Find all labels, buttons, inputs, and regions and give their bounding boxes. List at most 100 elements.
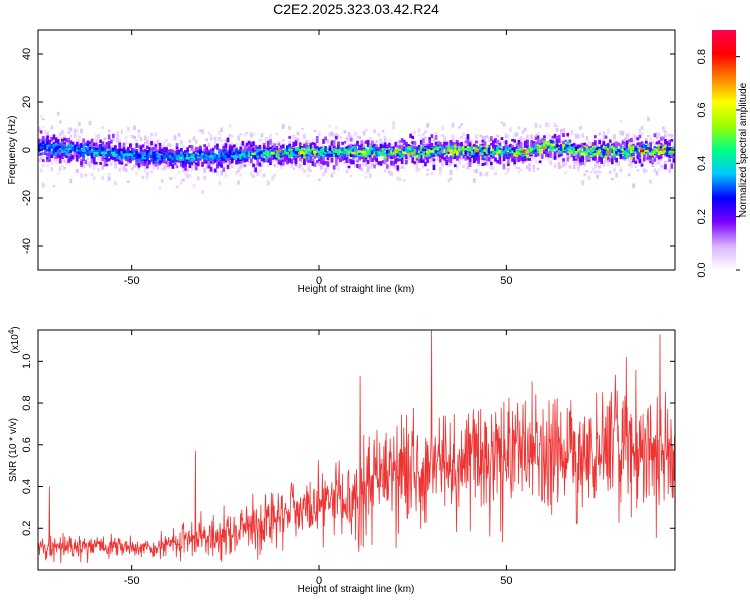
spectrogram-cell xyxy=(102,151,108,154)
spectrogram-cell xyxy=(640,125,644,130)
spectrogram-cell xyxy=(218,159,221,163)
spectrogram-cell xyxy=(339,141,342,146)
spectrogram-cell xyxy=(653,168,657,173)
spectrogram-cell xyxy=(632,157,635,163)
spectrogram-cell xyxy=(292,134,296,139)
spectrogram-cell xyxy=(621,140,625,145)
spectrogram-cell xyxy=(373,147,376,151)
spectrogram-cell xyxy=(604,146,608,150)
spectrogram-cell xyxy=(320,164,323,170)
spectrogram-cell xyxy=(562,128,565,132)
spectrogram-cell xyxy=(251,152,256,155)
spectrogram-cell xyxy=(286,148,289,152)
spectrogram-cell xyxy=(38,148,41,153)
spectrogram-cell xyxy=(407,144,410,148)
spectrogram-cell xyxy=(154,162,158,167)
spectrogram-cell xyxy=(443,157,446,161)
spectrogram-cell xyxy=(267,147,270,151)
spectrogram-cell xyxy=(445,150,449,155)
snr-xtick-label: -50 xyxy=(124,575,140,587)
spectrogram-cell xyxy=(177,154,181,159)
spectrogram-cell xyxy=(203,159,206,164)
spectrogram-cell xyxy=(256,154,260,158)
spectrogram-cell xyxy=(655,135,659,140)
spectrogram-cell xyxy=(177,160,181,163)
spectrogram-cell xyxy=(515,132,519,137)
spectrogram-cell xyxy=(574,160,578,166)
spectrogram-cell xyxy=(507,149,510,152)
spectrogram-cell xyxy=(254,156,257,160)
spectrogram-cell xyxy=(44,149,47,154)
spectrogram-cell xyxy=(61,141,64,145)
spectrogram-cell xyxy=(596,152,599,155)
spectrogram-cell xyxy=(271,146,274,150)
spectrogram-cell xyxy=(613,167,616,171)
spectrogram-cell xyxy=(625,140,629,145)
spectrogram-cell xyxy=(424,130,427,133)
spectrogram-cell xyxy=(165,164,168,169)
spectrogram-cell xyxy=(167,157,170,161)
spectrogram-cell xyxy=(103,145,107,150)
spectrogram-cell xyxy=(432,148,436,151)
spectrogram-cell xyxy=(494,157,497,162)
spectrogram-cell xyxy=(228,124,232,128)
spectrogram-cell xyxy=(199,150,202,154)
spectrogram-cell xyxy=(351,151,356,155)
snr-frame xyxy=(37,329,676,571)
spectrogram-cell xyxy=(216,160,219,164)
spectrogram-cell xyxy=(668,159,671,162)
spectrogram-cell xyxy=(428,159,432,163)
spectrogram-cell xyxy=(275,132,279,136)
spectrogram-cell xyxy=(560,150,563,154)
spectrogram-cell xyxy=(356,145,359,148)
spectrogram-cell xyxy=(275,157,279,160)
spectrogram-cell xyxy=(245,151,249,156)
spectrogram-cell xyxy=(80,128,83,133)
spectrogram-cell xyxy=(180,157,183,162)
spectrogram-cell xyxy=(135,157,139,162)
spectrogram-cell xyxy=(385,157,389,162)
spectrogram-cell xyxy=(473,144,476,149)
spectrogram-cell xyxy=(41,152,45,155)
spectrogram-cell xyxy=(52,157,56,161)
spectrogram-cell xyxy=(572,155,576,161)
spectrogram-cell xyxy=(318,178,321,181)
spectrogram-cell xyxy=(473,146,476,150)
spectrogram-cell xyxy=(298,149,302,153)
spectrogram-cell xyxy=(536,148,540,151)
spectrogram-cell xyxy=(281,152,285,155)
spectrogram-cell xyxy=(328,148,332,152)
colorbar-tick-label: 0.0 xyxy=(696,262,708,277)
spectrogram-cell xyxy=(220,163,223,168)
spectrogram-cell xyxy=(56,149,60,154)
spectrogram-cell xyxy=(481,145,485,149)
spectrogram-cell xyxy=(347,137,351,142)
spectrogram-cell xyxy=(666,150,669,154)
spectrogram-cell xyxy=(449,169,453,174)
spectrogram-cell xyxy=(430,147,434,151)
spectrogram-cell xyxy=(315,148,319,153)
spectrogram-cell xyxy=(451,145,455,151)
spectrogram-cell xyxy=(103,148,107,152)
spectrogram-cell xyxy=(124,135,128,141)
spectrogram-cell xyxy=(158,157,162,161)
spectrogram-cell xyxy=(264,140,268,145)
spectrogram-cell xyxy=(292,141,296,148)
spectrogram-cell xyxy=(368,149,372,153)
spectrogram-cell xyxy=(196,147,200,151)
spectrogram-cell xyxy=(485,144,489,148)
spectrogram-cell xyxy=(281,149,285,153)
spectrogram-cell xyxy=(328,132,332,137)
spectrogram-cell xyxy=(579,151,582,155)
spectrogram-cell xyxy=(169,157,172,162)
spectrogram-cell xyxy=(307,164,311,169)
spectrogram-cell xyxy=(628,148,631,152)
spectrogram-cell xyxy=(502,153,506,158)
snr-ytick-label: 0.2 xyxy=(21,521,33,536)
spectrogram-cell xyxy=(349,135,353,140)
spectrogram-cell xyxy=(407,157,410,160)
spectrogram-cell xyxy=(309,151,313,155)
spectrogram-cell xyxy=(485,160,489,165)
spectrogram-cell xyxy=(163,156,166,160)
spectrogram-cell xyxy=(430,158,434,162)
